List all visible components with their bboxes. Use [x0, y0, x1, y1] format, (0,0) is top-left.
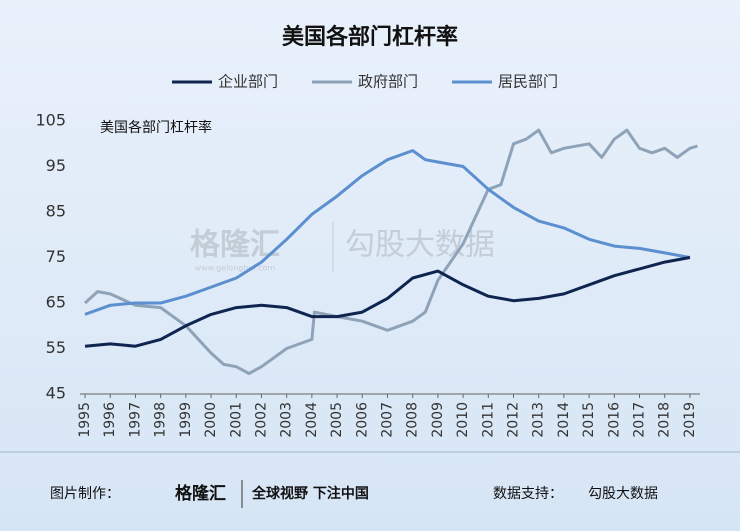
x-tick-label: 2006 [354, 402, 370, 438]
x-tick-label: 2010 [455, 402, 471, 438]
x-tick-label: 2008 [405, 402, 421, 438]
footer-source: 勾股大数据 [588, 486, 658, 502]
footer-made-by: 图片制作： [50, 486, 120, 502]
x-tick-label: 2016 [606, 402, 622, 438]
x-tick-label: 2002 [253, 402, 269, 438]
x-tick-label: 2019 [682, 402, 698, 438]
y-tick-label: 45 [46, 384, 66, 403]
x-tick-label: 2018 [657, 402, 673, 438]
x-tick-label: 2000 [203, 402, 219, 438]
x-tick-label: 2005 [329, 402, 345, 438]
x-tick-label: 2012 [505, 402, 521, 438]
x-tick-label: 2009 [430, 402, 446, 438]
legend-label: 政府部门 [358, 73, 418, 91]
chart-title: 美国各部门杠杆率 [282, 24, 458, 50]
watermark-source: 勾股大数据 [345, 228, 495, 263]
watermark-site: www.gelonghui.com [195, 264, 276, 273]
x-tick-label: 2014 [556, 402, 572, 438]
x-tick-label: 2013 [531, 402, 547, 438]
x-tick-label: 1999 [178, 402, 194, 438]
x-tick-label: 2015 [581, 402, 597, 438]
y-tick-label: 105 [35, 111, 66, 130]
x-tick-label: 1995 [77, 402, 93, 438]
x-tick-label: 1996 [102, 402, 118, 438]
x-tick-label: 1998 [153, 402, 169, 438]
x-tick-label: 2007 [379, 402, 395, 438]
series-line [83, 128, 698, 375]
y-tick-label: 55 [46, 338, 66, 357]
x-tick-label: 2004 [304, 402, 320, 438]
y-tick-label: 95 [46, 156, 66, 175]
footer-data-by: 数据支持： [493, 486, 563, 502]
legend-label: 企业部门 [218, 73, 278, 91]
watermark-brand: 格隆汇 [190, 228, 280, 263]
y-tick-label: 75 [46, 247, 66, 266]
y-tick-label: 85 [46, 202, 66, 221]
series-line [84, 149, 691, 316]
x-tick-label: 2017 [632, 402, 648, 438]
footer-brand: 格隆汇 [175, 483, 226, 504]
chart-subtitle: 美国各部门杠杆率 [100, 119, 212, 136]
x-tick-label: 1997 [127, 402, 143, 438]
footer-slogan: 全球视野 下注中国 [251, 485, 369, 502]
x-tick-label: 2003 [279, 402, 295, 438]
x-tick-label: 2001 [228, 402, 244, 438]
series-line [84, 256, 691, 348]
x-tick-label: 2011 [480, 402, 496, 438]
y-tick-label: 65 [46, 293, 66, 312]
legend-label: 居民部门 [498, 73, 558, 91]
